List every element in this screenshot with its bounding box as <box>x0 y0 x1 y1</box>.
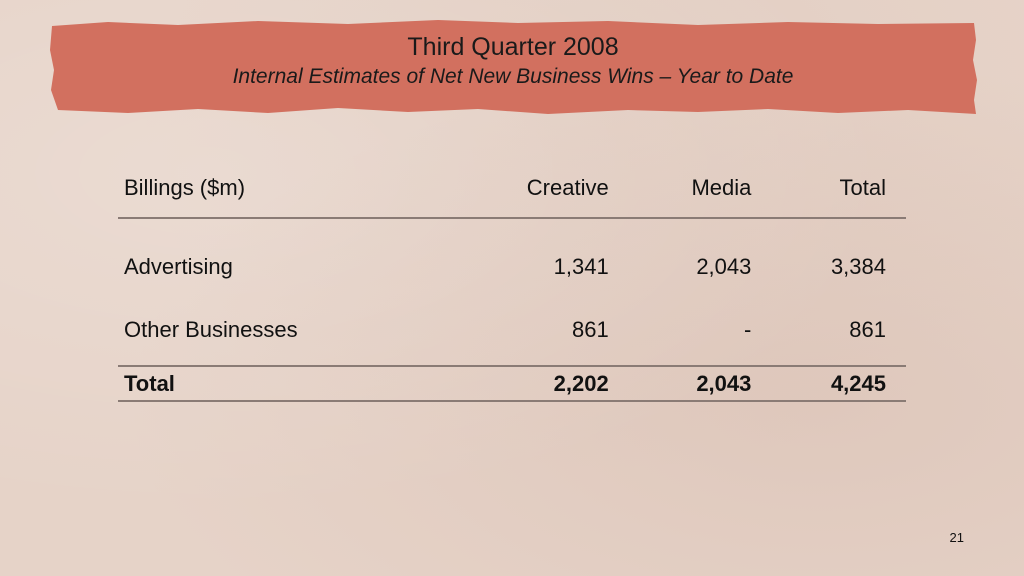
total-media: 2,043 <box>628 365 772 402</box>
row-total: 861 <box>849 317 886 342</box>
slide-subtitle: Internal Estimates of Net New Business W… <box>232 65 794 88</box>
table-row: Other Businesses 861 - 861 <box>118 295 906 366</box>
title-banner: Third Quarter 2008 Internal Estimates of… <box>48 20 978 116</box>
table-row: Advertising 1,341 2,043 3,384 <box>118 239 906 295</box>
row-label: Other Businesses <box>124 317 298 342</box>
torn-paper-shape <box>50 20 977 114</box>
row-total: 3,384 <box>830 254 886 279</box>
header-billings: Billings ($m) <box>118 158 450 219</box>
slide-title: Third Quarter 2008 <box>407 33 619 61</box>
total-row: Total 2,202 2,043 4,245 <box>118 365 906 402</box>
row-label: Advertising <box>124 254 233 279</box>
header-total: Total <box>771 158 906 219</box>
spacer-row <box>118 218 906 239</box>
row-creative: 861 <box>571 317 609 342</box>
total-total: 4,245 <box>771 365 906 402</box>
total-label: Total <box>118 365 450 402</box>
header-creative: Creative <box>449 158 629 219</box>
table-header-row: Billings ($m) Creative Media Total <box>118 158 906 219</box>
row-media: - <box>744 317 752 342</box>
billings-table: Billings ($m) Creative Media Total Adver… <box>118 158 906 402</box>
total-creative: 2,202 <box>449 365 629 402</box>
row-creative: 1,341 <box>553 254 609 279</box>
page-number: 21 <box>949 530 964 545</box>
header-media: Media <box>628 158 772 219</box>
row-media: 2,043 <box>696 254 752 279</box>
